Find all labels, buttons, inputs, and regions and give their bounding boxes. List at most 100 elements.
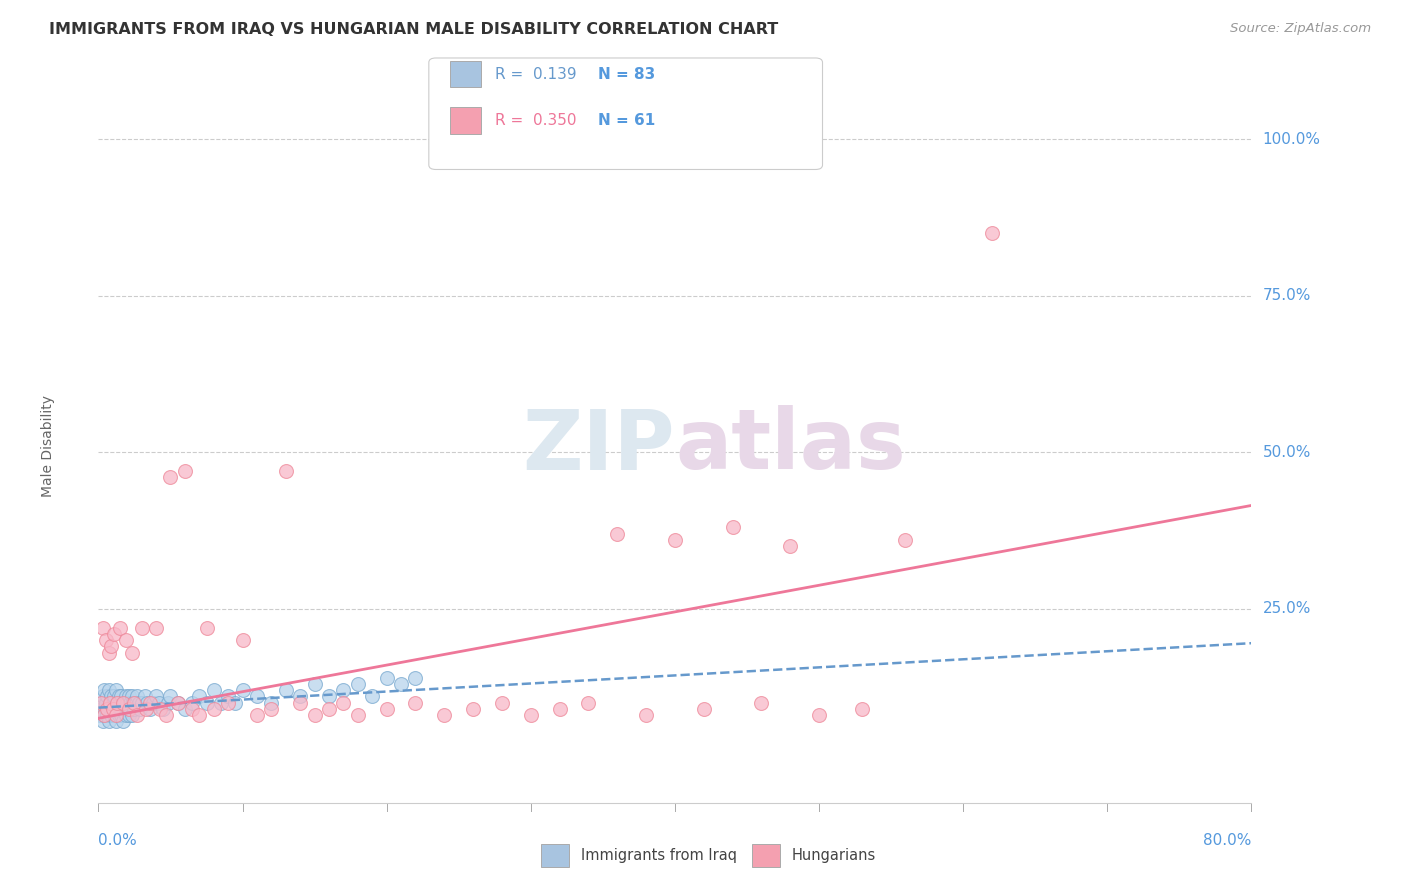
- Point: [90, 696, 112, 710]
- Point: [246, 708, 269, 723]
- Point: [520, 708, 543, 723]
- Text: N = 61: N = 61: [598, 113, 655, 128]
- Point: [159, 470, 181, 484]
- Point: [152, 702, 174, 716]
- Point: [93, 708, 115, 723]
- Text: 100.0%: 100.0%: [1263, 132, 1320, 147]
- Point: [578, 696, 600, 710]
- Text: atlas: atlas: [675, 406, 905, 486]
- Point: [90, 702, 112, 716]
- Point: [142, 696, 165, 710]
- Point: [103, 690, 125, 704]
- Point: [112, 702, 135, 716]
- Point: [91, 714, 114, 729]
- Point: [103, 708, 125, 723]
- Point: [636, 708, 658, 723]
- Point: [100, 708, 122, 723]
- Point: [166, 696, 188, 710]
- Point: [304, 708, 326, 723]
- Text: Source: ZipAtlas.com: Source: ZipAtlas.com: [1230, 22, 1371, 36]
- Point: [188, 708, 211, 723]
- Text: N = 83: N = 83: [598, 67, 655, 81]
- Point: [112, 696, 135, 710]
- Point: [405, 696, 427, 710]
- Point: [664, 533, 686, 547]
- Point: [108, 696, 131, 710]
- Point: [125, 696, 148, 710]
- Point: [721, 520, 744, 534]
- Point: [433, 708, 456, 723]
- Point: [290, 696, 312, 710]
- Text: 50.0%: 50.0%: [1263, 445, 1310, 459]
- Point: [120, 696, 142, 710]
- Point: [96, 702, 118, 716]
- Point: [375, 702, 398, 716]
- Point: [101, 702, 124, 716]
- Point: [108, 621, 131, 635]
- Point: [114, 690, 136, 704]
- Point: [90, 696, 112, 710]
- Text: 75.0%: 75.0%: [1263, 288, 1310, 303]
- Point: [202, 702, 225, 716]
- Point: [114, 708, 136, 723]
- Point: [851, 702, 873, 716]
- Point: [318, 702, 340, 716]
- Point: [94, 633, 117, 648]
- Point: [101, 702, 124, 716]
- Point: [110, 690, 132, 704]
- Point: [606, 526, 628, 541]
- Point: [195, 696, 218, 710]
- Point: [97, 646, 120, 660]
- Point: [155, 708, 177, 723]
- Point: [159, 690, 181, 704]
- Point: [111, 696, 134, 710]
- Point: [260, 702, 283, 716]
- Point: [89, 708, 111, 723]
- Point: [491, 696, 513, 710]
- Point: [361, 690, 384, 704]
- Point: [111, 696, 134, 710]
- Point: [318, 690, 340, 704]
- Point: [332, 683, 354, 698]
- Point: [98, 696, 121, 710]
- Point: [101, 696, 124, 710]
- Point: [97, 714, 120, 729]
- Point: [93, 683, 115, 698]
- Point: [166, 696, 188, 710]
- Point: [217, 690, 239, 704]
- Point: [129, 702, 152, 716]
- Point: [274, 464, 297, 478]
- Point: [274, 683, 297, 698]
- Point: [114, 633, 136, 648]
- Point: [118, 702, 141, 716]
- Point: [894, 533, 917, 547]
- Point: [107, 690, 129, 704]
- Point: [104, 683, 127, 698]
- Text: Male Disability: Male Disability: [41, 395, 55, 497]
- Point: [174, 702, 197, 716]
- Point: [124, 702, 146, 716]
- Point: [104, 714, 127, 729]
- Point: [131, 621, 153, 635]
- Point: [111, 714, 134, 729]
- Point: [93, 708, 115, 723]
- Point: [807, 708, 830, 723]
- Point: [122, 696, 145, 710]
- Point: [107, 708, 129, 723]
- Point: [375, 671, 398, 685]
- Point: [290, 690, 312, 704]
- Text: ZIP: ZIP: [523, 406, 675, 486]
- Point: [100, 690, 122, 704]
- Point: [121, 646, 143, 660]
- Point: [149, 702, 172, 716]
- Point: [231, 633, 254, 648]
- Point: [96, 708, 118, 723]
- Point: [134, 690, 156, 704]
- Text: R =  0.139: R = 0.139: [495, 67, 576, 81]
- Point: [91, 621, 114, 635]
- Point: [145, 621, 167, 635]
- Point: [100, 640, 122, 654]
- Point: [548, 702, 571, 716]
- Point: [148, 696, 170, 710]
- Point: [181, 702, 204, 716]
